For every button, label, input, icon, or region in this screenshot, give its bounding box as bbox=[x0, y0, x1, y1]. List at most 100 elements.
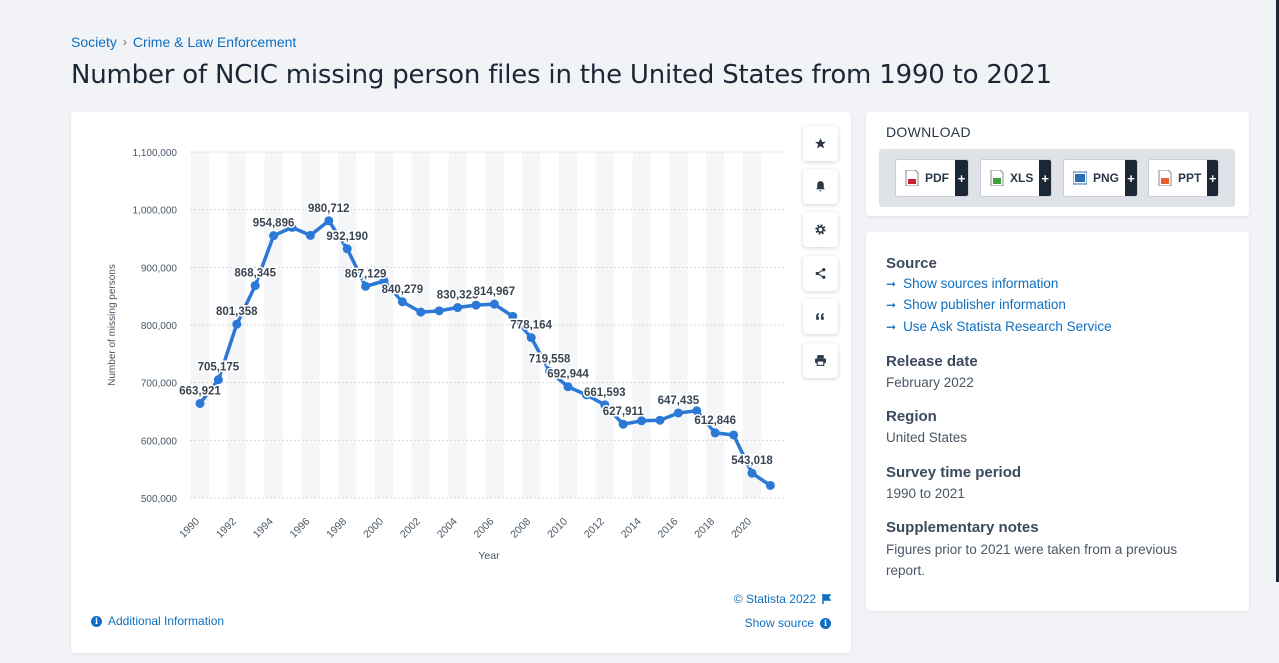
data-point bbox=[213, 375, 223, 385]
data-point bbox=[637, 416, 647, 426]
flag-icon bbox=[822, 594, 831, 604]
download-pdf-button[interactable]: PDF + bbox=[895, 159, 969, 197]
data-point bbox=[361, 281, 371, 291]
breadcrumb-society-link[interactable]: Society bbox=[71, 34, 117, 50]
data-point bbox=[655, 415, 665, 425]
data-point bbox=[618, 419, 628, 429]
x-tick-label: 1994 bbox=[251, 516, 276, 541]
star-button[interactable] bbox=[803, 126, 838, 161]
cite-button[interactable] bbox=[803, 299, 838, 334]
data-label: 692,944 bbox=[547, 369, 589, 381]
release-date-value: February 2022 bbox=[886, 375, 974, 390]
show-source-link[interactable]: Show source i bbox=[745, 616, 831, 630]
data-point bbox=[379, 276, 389, 286]
data-point bbox=[581, 390, 591, 400]
data-point bbox=[563, 382, 573, 392]
show-sources-link[interactable]: ➞ Show sources information bbox=[886, 276, 1058, 291]
data-label: 627,911 bbox=[603, 406, 645, 418]
download-title: DOWNLOAD bbox=[886, 124, 971, 140]
download-panel: DOWNLOAD PDF + XLS + PNG + PPT + bbox=[866, 112, 1249, 216]
additional-information-link[interactable]: i Additional Information bbox=[91, 614, 224, 628]
column-band bbox=[448, 152, 467, 498]
data-label: 719,558 bbox=[529, 353, 571, 365]
y-tick-label: 500,000 bbox=[141, 494, 178, 505]
chart-card: 500,000 600,000 700,000 800,000 900,000 1,000… bbox=[71, 112, 851, 653]
share-button[interactable] bbox=[803, 256, 838, 291]
region-value: United States bbox=[886, 430, 968, 445]
data-point bbox=[729, 430, 739, 440]
data-label: 814,967 bbox=[474, 286, 516, 298]
release-date-heading: Release date bbox=[886, 353, 978, 370]
data-point bbox=[489, 299, 499, 309]
data-point bbox=[342, 244, 352, 254]
breadcrumb-crime-link[interactable]: Crime & Law Enforcement bbox=[132, 34, 297, 50]
download-xls-button[interactable]: XLS + bbox=[980, 159, 1052, 197]
show-publisher-link[interactable]: ➞ Show publisher information bbox=[886, 297, 1066, 312]
data-point bbox=[250, 281, 260, 291]
copyright-link[interactable]: © Statista 2022 bbox=[734, 592, 831, 606]
x-tick-label: 2008 bbox=[508, 516, 533, 541]
additional-information-label: Additional Information bbox=[108, 614, 225, 628]
x-tick-label: 2010 bbox=[545, 516, 570, 541]
x-tick-label: 2000 bbox=[361, 516, 386, 541]
y-tick-label: 1,100,000 bbox=[133, 148, 178, 159]
show-publisher-label: Show publisher information bbox=[903, 297, 1066, 312]
notification-button[interactable] bbox=[803, 169, 838, 204]
y-tick-label: 700,000 bbox=[141, 379, 178, 390]
bell-icon bbox=[816, 181, 825, 192]
settings-button[interactable] bbox=[803, 212, 838, 247]
x-tick-label: 1996 bbox=[288, 516, 313, 541]
data-point bbox=[747, 468, 757, 478]
data-label: 867,129 bbox=[345, 268, 387, 280]
ask-statista-link[interactable]: ➞ Use Ask Statista Research Service bbox=[886, 319, 1112, 334]
ask-statista-label: Use Ask Statista Research Service bbox=[903, 319, 1112, 334]
column-band bbox=[411, 152, 430, 498]
pdf-plus-icon: + bbox=[955, 160, 968, 196]
arrow-right-icon: ➞ bbox=[886, 297, 897, 312]
x-tick-label: 2020 bbox=[729, 516, 754, 541]
column-band bbox=[264, 152, 283, 498]
data-point bbox=[545, 366, 555, 376]
quote-icon bbox=[816, 313, 824, 320]
data-label: 868,345 bbox=[234, 268, 276, 280]
y-tick-label: 1,000,000 bbox=[133, 206, 178, 217]
details-panel: Source ➞ Show sources information ➞ Show… bbox=[866, 232, 1249, 611]
data-point bbox=[453, 303, 463, 313]
data-point bbox=[692, 406, 702, 416]
data-point bbox=[508, 311, 518, 321]
data-label: 647,435 bbox=[658, 395, 700, 407]
pdf-label: PDF bbox=[925, 171, 949, 185]
data-point bbox=[765, 480, 775, 490]
region-heading: Region bbox=[886, 408, 937, 425]
xls-file-icon bbox=[990, 169, 1004, 187]
page-title: Number of NCIC missing person files in t… bbox=[71, 60, 1052, 90]
data-point bbox=[232, 319, 242, 329]
survey-period-heading: Survey time period bbox=[886, 464, 1022, 481]
print-button[interactable] bbox=[803, 343, 838, 378]
data-point bbox=[195, 398, 205, 408]
x-tick-label: 2006 bbox=[472, 516, 497, 541]
star-icon bbox=[815, 138, 826, 149]
supplementary-notes-value: Figures prior to 2021 were taken from a … bbox=[886, 542, 1178, 578]
data-label: 661,593 bbox=[584, 387, 626, 399]
ppt-file-icon bbox=[1158, 169, 1172, 187]
download-png-button[interactable]: PNG + bbox=[1063, 159, 1138, 197]
png-file-icon bbox=[1072, 170, 1088, 186]
data-label: 980,712 bbox=[308, 203, 350, 215]
arrow-right-icon: ➞ bbox=[886, 319, 897, 334]
x-tick-label: 2014 bbox=[619, 516, 644, 541]
download-ppt-button[interactable]: PPT + bbox=[1148, 159, 1219, 197]
x-tick-label: 1990 bbox=[177, 516, 202, 541]
download-bar: PDF + XLS + PNG + PPT + bbox=[879, 149, 1235, 207]
x-axis-title: Year bbox=[478, 550, 500, 562]
ppt-plus-icon: + bbox=[1207, 160, 1218, 196]
breadcrumb-separator: › bbox=[122, 35, 127, 49]
data-point bbox=[526, 333, 536, 343]
data-label: 932,190 bbox=[326, 231, 368, 243]
chart-plot: 500,000 600,000 700,000 800,000 900,000 1,000… bbox=[107, 148, 786, 562]
y-tick-label: 900,000 bbox=[141, 263, 178, 274]
show-sources-label: Show sources information bbox=[903, 276, 1059, 291]
show-source-label: Show source bbox=[744, 616, 814, 630]
data-point bbox=[434, 306, 444, 316]
data-point bbox=[600, 400, 610, 410]
